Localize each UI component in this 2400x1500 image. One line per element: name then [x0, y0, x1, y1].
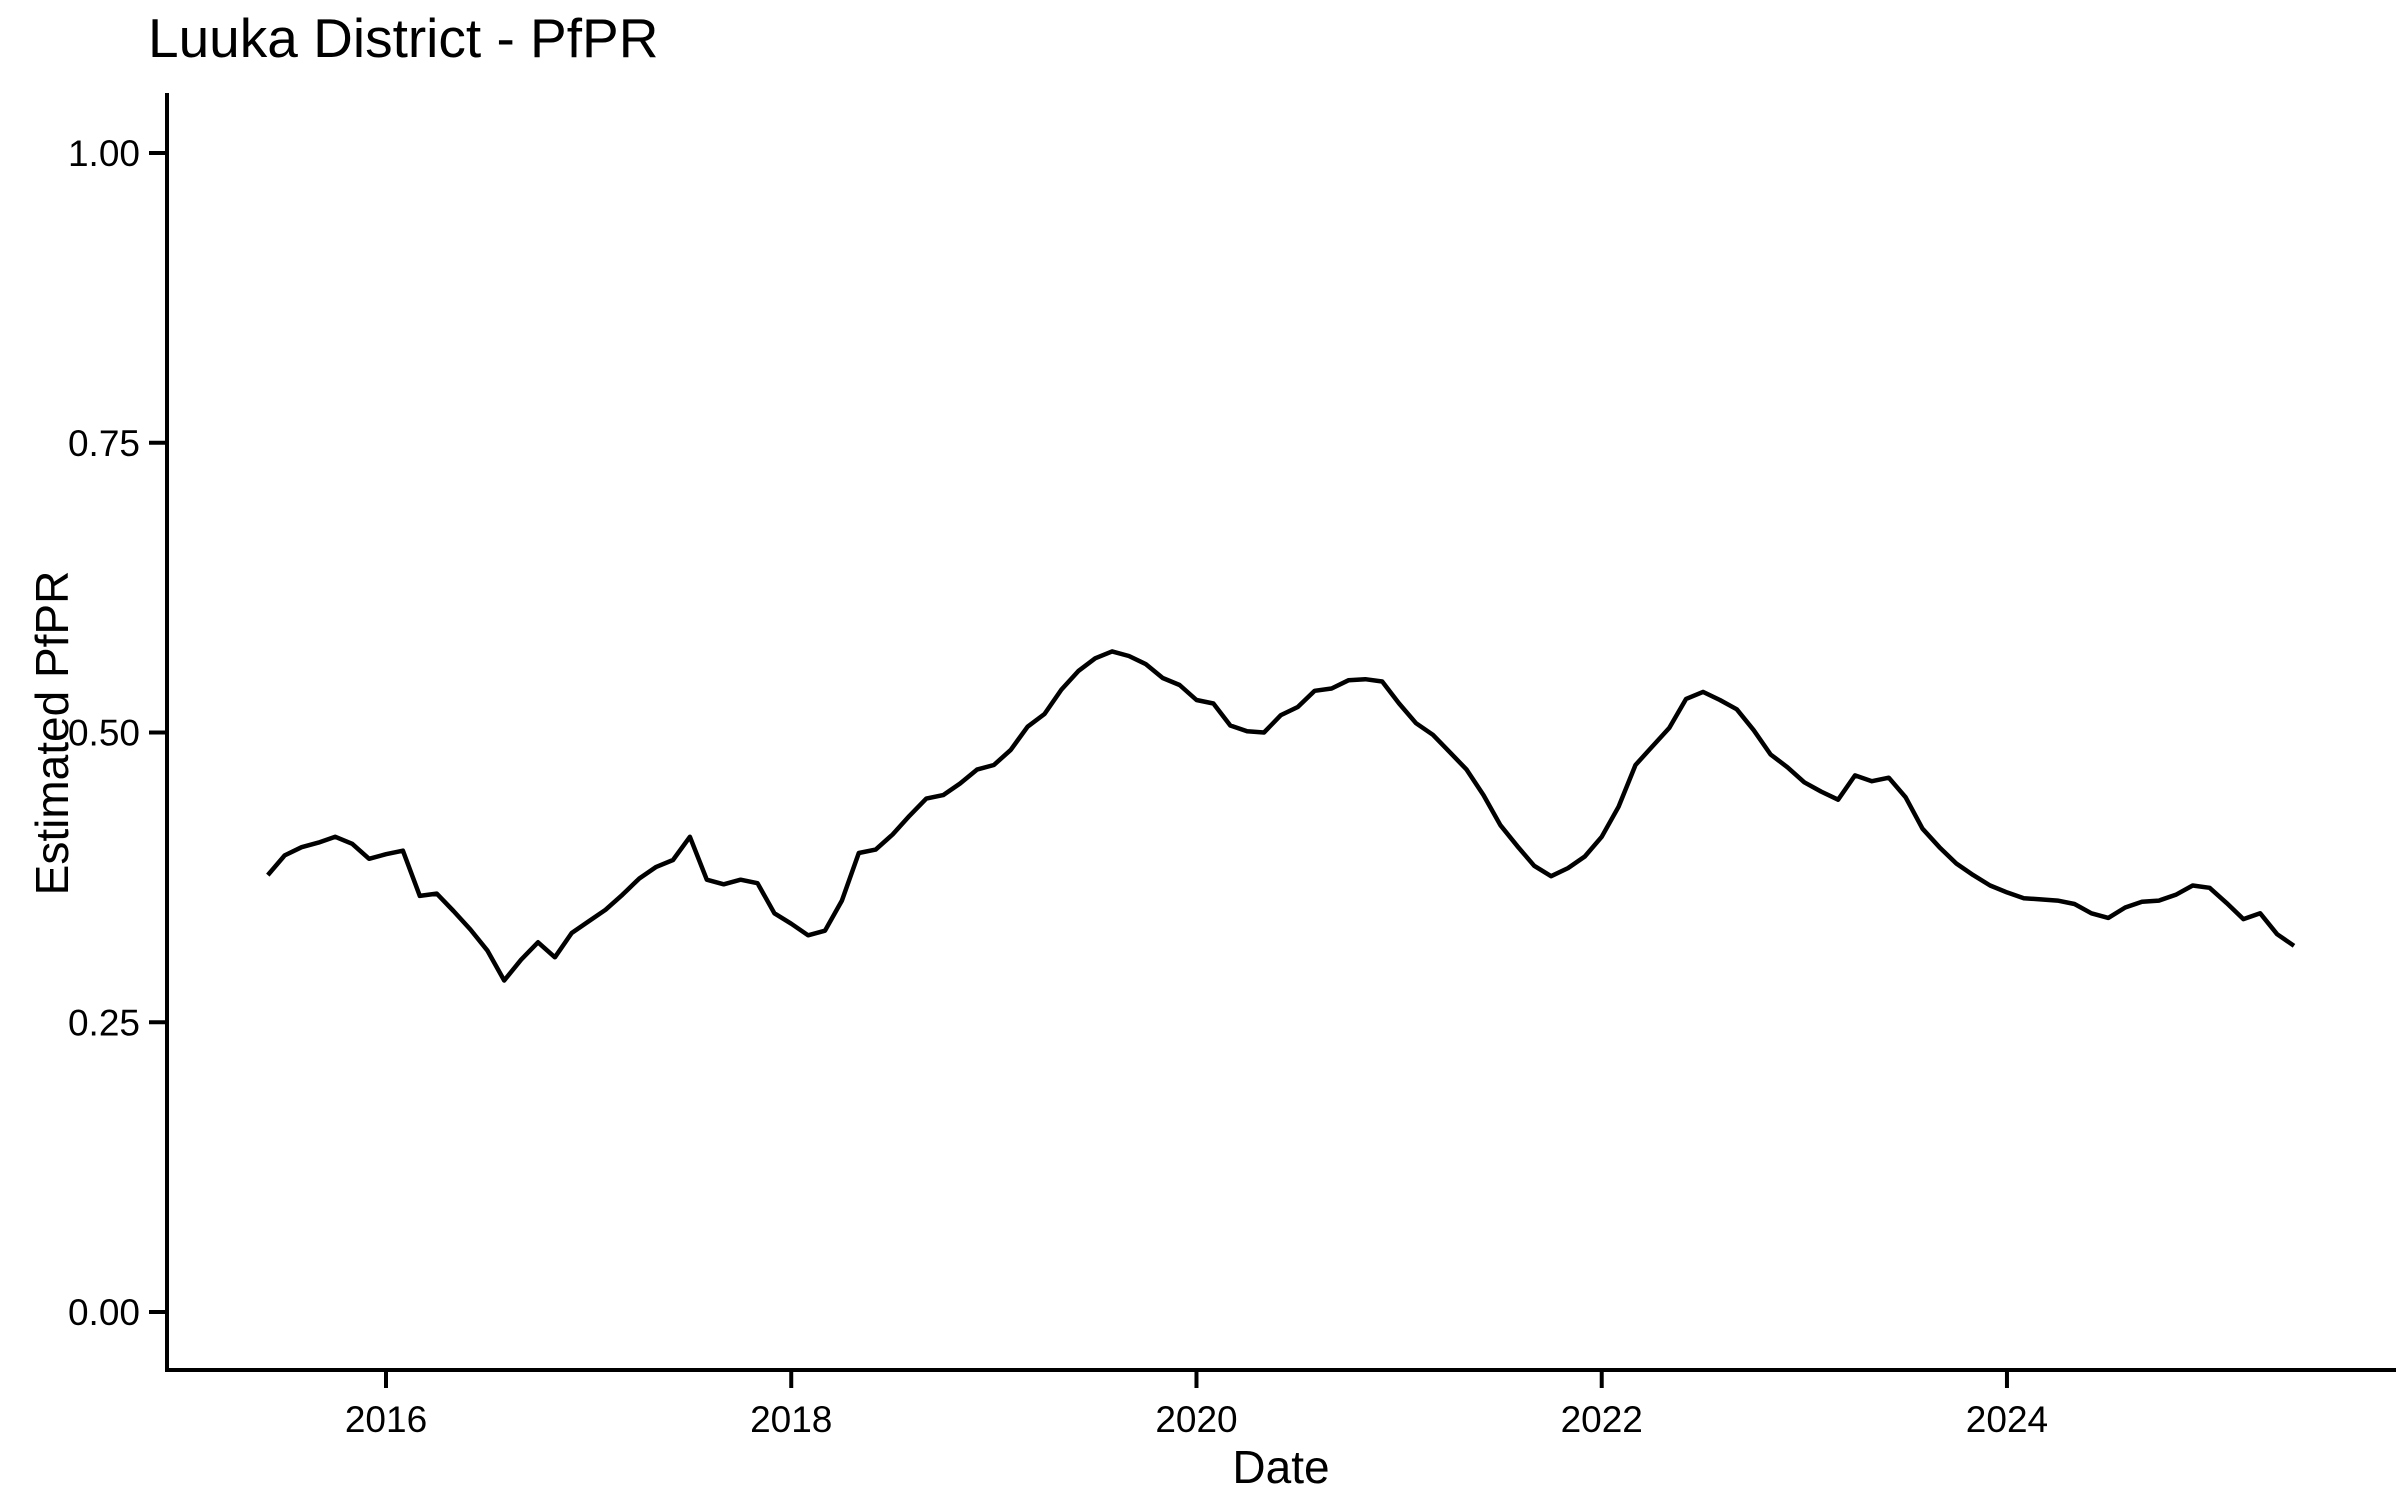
x-tick-label: 2016 [345, 1399, 427, 1440]
y-tick-label: 0.50 [68, 713, 140, 754]
y-tick-label: 0.25 [68, 1002, 140, 1043]
y-tick-label: 1.00 [68, 133, 140, 174]
x-tick-label: 2018 [750, 1399, 832, 1440]
x-axis-title: Date [1232, 1441, 1330, 1493]
x-tick-label: 2020 [1155, 1399, 1237, 1440]
pfpr-line [266, 649, 2296, 983]
x-tick-label: 2024 [1966, 1399, 2048, 1440]
y-tick-label: 0.75 [68, 423, 140, 464]
x-tick-label: 2022 [1561, 1399, 1643, 1440]
y-tick-label: 0.00 [68, 1292, 140, 1333]
chart-title: Luuka District - PfPR [148, 7, 659, 69]
